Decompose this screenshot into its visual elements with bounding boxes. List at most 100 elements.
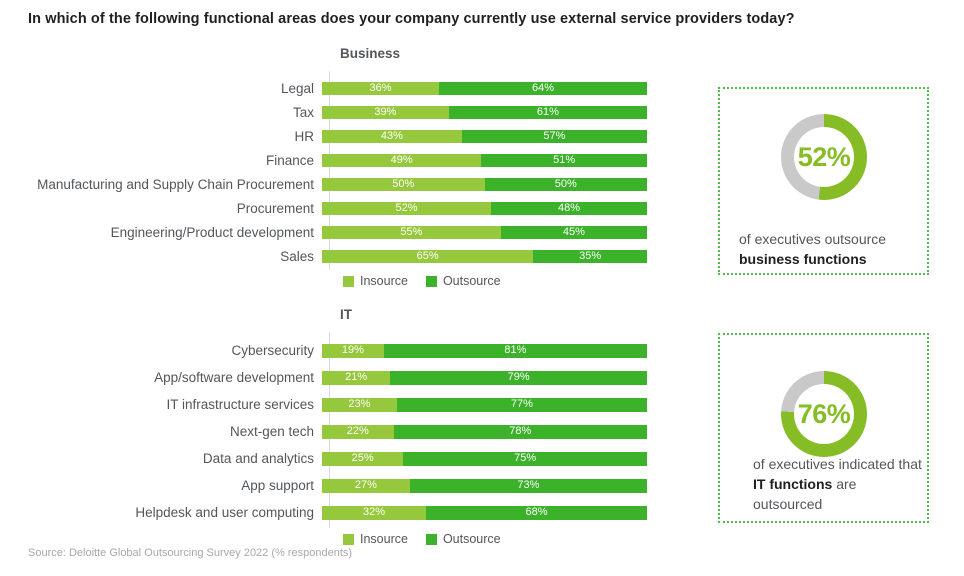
- stacked-bar: 19% 81%: [322, 343, 647, 358]
- legend-item-outsource: Outsource: [425, 532, 501, 546]
- bar-row: IT infrastructure services 23% 77%: [28, 391, 660, 418]
- business-bar-chart: Business Legal 36% 64% Tax 39% 61% HR 43% 57% Fin…: [28, 46, 660, 288]
- insource-segment: 36%: [322, 81, 439, 95]
- outsource-swatch: [425, 533, 437, 545]
- category-label: Next-gen tech: [229, 424, 314, 439]
- bar-row: Helpdesk and user computing 32% 68%: [28, 499, 660, 526]
- it-donut-chart: 76%: [781, 371, 867, 457]
- insource-segment: 52%: [322, 201, 491, 215]
- stacked-bar: 43% 57%: [322, 129, 647, 143]
- category-label: App support: [241, 478, 314, 493]
- it-donut-value: 76%: [797, 398, 851, 429]
- outsource-segment: 48%: [491, 201, 647, 215]
- stacked-bar: 27% 73%: [322, 478, 647, 493]
- value-label: 75%: [514, 452, 537, 464]
- bar-row: Data and analytics 25% 75%: [28, 445, 660, 472]
- caption-text: of executives indicated that: [753, 456, 922, 472]
- value-label: 55%: [400, 225, 423, 238]
- value-label: 32%: [362, 506, 386, 518]
- value-label: 35%: [579, 249, 602, 262]
- value-label: 50%: [554, 177, 577, 190]
- outsource-segment: 45%: [500, 225, 647, 239]
- bar-row: Engineering/Product development 55% 45%: [28, 220, 660, 244]
- outsource-segment: 51%: [481, 153, 647, 167]
- value-label: 50%: [392, 177, 415, 190]
- insource-segment: 43%: [322, 129, 462, 143]
- value-label: 51%: [553, 153, 576, 166]
- category-label: Legal: [280, 80, 314, 96]
- insource-swatch: [343, 533, 354, 545]
- bar-row: HR 43% 57%: [28, 124, 660, 148]
- value-label: 23%: [348, 398, 371, 410]
- bar-row: Sales 65% 35%: [28, 244, 660, 268]
- value-label: 19%: [341, 344, 364, 356]
- insource-segment: 27%: [322, 478, 410, 493]
- value-label: 22%: [346, 425, 369, 437]
- business-bar-rows: Legal 36% 64% Tax 39% 61% HR 43% 57% Finance 49% 51…: [28, 71, 660, 270]
- insource-segment: 39%: [322, 105, 449, 119]
- outsource-segment: 81%: [383, 343, 647, 358]
- stacked-bar: 52% 48%: [322, 201, 647, 215]
- it-bar-rows: Cybersecurity 19% 81% App/software developm…: [28, 332, 660, 528]
- legend-item-insource: Insource: [343, 274, 408, 288]
- value-label: 57%: [543, 129, 566, 142]
- category-label: Engineering/Product development: [110, 224, 314, 240]
- category-label: HR: [294, 128, 315, 144]
- value-label: 27%: [354, 479, 377, 491]
- it-bar-chart: IT Cybersecurity 19% 81% App/software devel…: [28, 307, 660, 546]
- bar-row: Next-gen tech 22% 78%: [28, 418, 660, 445]
- legend-item-insource: Insource: [343, 532, 408, 546]
- stacked-bar: 50% 50%: [322, 177, 647, 191]
- value-label: 48%: [557, 201, 581, 214]
- outsource-swatch: [425, 275, 437, 287]
- outsource-segment: 57%: [461, 129, 647, 143]
- category-label: Procurement: [236, 200, 314, 216]
- bar-row: Procurement 52% 48%: [28, 196, 660, 220]
- source-note: Source: Deloitte Global Outsourcing Surv…: [28, 547, 353, 559]
- insource-segment: 49%: [322, 153, 482, 167]
- insource-segment: 23%: [322, 397, 397, 412]
- value-label: 77%: [510, 398, 533, 410]
- category-label: Cybersecurity: [231, 343, 314, 358]
- category-label: Tax: [292, 104, 314, 120]
- category-label: Helpdesk and user computing: [135, 505, 314, 520]
- stacked-bar: 65% 35%: [322, 249, 647, 263]
- insource-swatch: [343, 275, 354, 287]
- bar-row: App support 27% 73%: [28, 472, 660, 499]
- bar-row: Legal 36% 64%: [28, 76, 660, 100]
- outsource-segment: 78%: [393, 424, 647, 439]
- stacked-bar: 32% 68%: [322, 505, 647, 520]
- category-label: Manufacturing and Supply Chain Procureme…: [37, 176, 314, 192]
- bar-row: Manufacturing and Supply Chain Procureme…: [28, 172, 660, 196]
- category-label: Sales: [280, 248, 314, 264]
- value-label: 49%: [390, 153, 413, 166]
- stacked-bar: 23% 77%: [322, 397, 647, 412]
- insource-segment: 21%: [322, 370, 391, 385]
- outsource-segment: 68%: [426, 505, 647, 520]
- legend-label: Insource: [360, 532, 408, 546]
- value-label: 65%: [416, 249, 439, 262]
- outsource-segment: 75%: [403, 451, 647, 466]
- legend-label: Outsource: [442, 274, 501, 288]
- value-label: 39%: [374, 105, 397, 118]
- value-label: 45%: [562, 225, 585, 238]
- insource-segment: 55%: [322, 225, 501, 239]
- business-stat-caption: of executives outsource business functio…: [739, 229, 921, 269]
- bar-row: Tax 39% 61%: [28, 100, 660, 124]
- insource-segment: 65%: [322, 249, 534, 263]
- legend-label: Outsource: [442, 532, 501, 546]
- bar-row: Finance 49% 51%: [28, 148, 660, 172]
- insource-segment: 50%: [322, 177, 485, 191]
- business-legend: Insource Outsource: [343, 274, 660, 288]
- outsource-segment: 35%: [533, 249, 647, 263]
- caption-bold-text: business functions: [739, 251, 867, 267]
- outsource-segment: 50%: [484, 177, 647, 191]
- business-chart-title: Business: [340, 46, 401, 61]
- outsource-segment: 73%: [409, 478, 647, 493]
- stacked-bar: 36% 64%: [322, 81, 647, 95]
- it-stat-caption: of executives indicated that IT function…: [753, 454, 927, 514]
- it-stat-card: 76% of executives indicated that IT func…: [718, 333, 929, 523]
- stacked-bar: 21% 79%: [322, 370, 647, 385]
- legend-label: Insource: [360, 274, 408, 288]
- page-title: In which of the following functional are…: [28, 11, 795, 27]
